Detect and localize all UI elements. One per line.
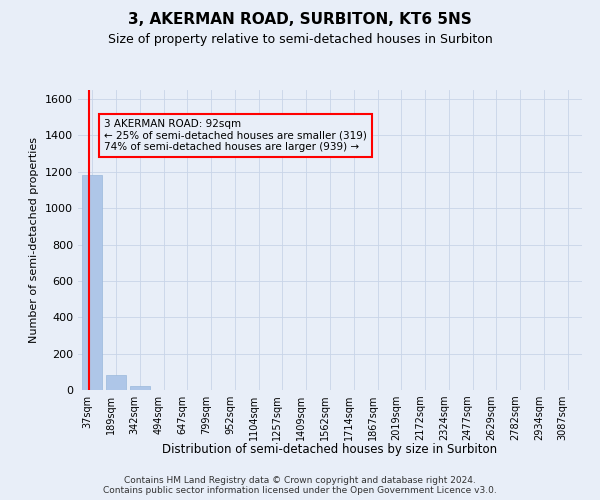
Bar	[130, 386, 150, 390]
Bar	[82, 176, 103, 390]
Y-axis label: Number of semi-detached properties: Number of semi-detached properties	[29, 137, 40, 343]
Text: Distribution of semi-detached houses by size in Surbiton: Distribution of semi-detached houses by …	[163, 442, 497, 456]
Text: 3 AKERMAN ROAD: 92sqm
← 25% of semi-detached houses are smaller (319)
74% of sem: 3 AKERMAN ROAD: 92sqm ← 25% of semi-deta…	[104, 119, 367, 152]
Text: 3, AKERMAN ROAD, SURBITON, KT6 5NS: 3, AKERMAN ROAD, SURBITON, KT6 5NS	[128, 12, 472, 28]
Text: Contains HM Land Registry data © Crown copyright and database right 2024.
Contai: Contains HM Land Registry data © Crown c…	[103, 476, 497, 495]
Text: Size of property relative to semi-detached houses in Surbiton: Size of property relative to semi-detach…	[107, 32, 493, 46]
Bar	[106, 374, 126, 390]
